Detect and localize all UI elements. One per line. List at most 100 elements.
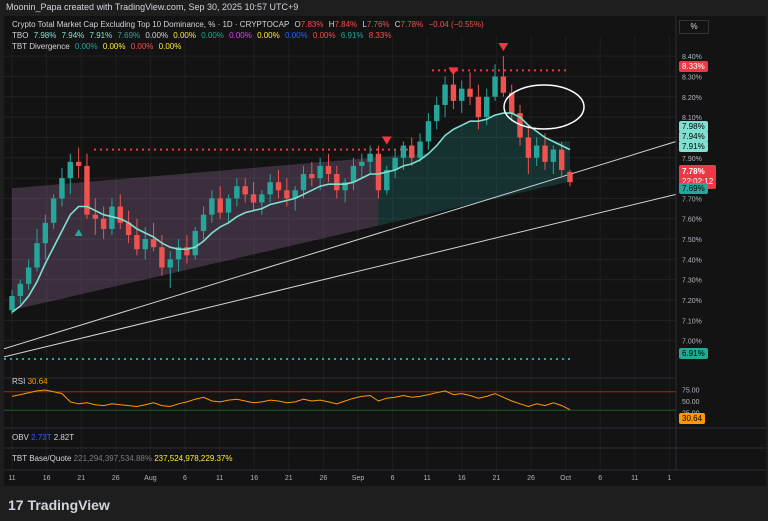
tbo-value-1: 7.98%: [33, 31, 57, 40]
attribution-text: Moonin_Papa created with TradingView.com…: [6, 2, 299, 12]
tbo-tag-c: 7.91%: [679, 141, 708, 152]
candle-body: [492, 76, 498, 97]
legend-divergence[interactable]: TBT Divergence 0.00% 0.00% 0.00% 0.00%: [12, 42, 184, 51]
candle-body: [50, 198, 57, 223]
candle-body: [225, 198, 232, 213]
time-axis-label: 21: [493, 475, 501, 482]
candle-body: [392, 157, 398, 170]
candle-body: [42, 222, 49, 244]
tbo-value-7: 0.00%: [201, 31, 224, 40]
candle-body: [350, 165, 357, 183]
obv-value-2: 2.82T: [53, 433, 75, 442]
legend-ohlc: Crypto Total Market Cap Excluding Top 10…: [12, 20, 487, 29]
price-axis-label: 7.00%: [682, 339, 702, 346]
time-axis-label: 1: [667, 475, 671, 482]
rsi-axis-label: 50.00: [682, 399, 700, 406]
price-tag-countdown: 22:02:12: [682, 177, 714, 186]
legend-title: Crypto Total Market Cap Excluding Top 10…: [12, 20, 290, 29]
level-tag-green-bottom: 6.91%: [679, 348, 708, 359]
candle-body: [17, 283, 24, 296]
legend-l-value: 7.76%: [366, 20, 390, 29]
chart-area[interactable]: 8.40%8.30%8.20%8.10%8.00%7.90%7.80%7.70%…: [3, 16, 766, 486]
candle-body: [558, 149, 565, 170]
rsi-legend[interactable]: RSI 30.64: [12, 377, 48, 386]
tbt-value-1: 221,294,397,534.88%: [73, 454, 152, 463]
tbt-label: TBT Base/Quote: [12, 454, 72, 463]
sell-signal-marker: [381, 136, 392, 145]
time-axis-label: 16: [250, 475, 258, 482]
candle-body: [117, 206, 123, 223]
candle-body: [400, 145, 407, 158]
sell-signal-marker: [498, 43, 509, 52]
price-chart[interactable]: 8.40%8.30%8.20%8.10%8.00%7.90%7.80%7.70%…: [3, 16, 766, 486]
tbo-tag-b: 7.94%: [679, 131, 708, 142]
candle-body: [259, 194, 265, 203]
legend-l-label: L: [362, 20, 367, 29]
tradingview-logo[interactable]: 17 TradingView: [8, 497, 110, 513]
candle-body: [200, 214, 207, 231]
footer: [0, 490, 768, 521]
candle-body: [342, 182, 348, 191]
time-axis-label: 11: [8, 475, 15, 482]
obv-legend[interactable]: OBV 2.73T 2.82T: [12, 433, 74, 442]
rsi-line: [11, 389, 571, 411]
legend-tbo[interactable]: TBO 7.98% 7.94% 7.91% 7.69% 0.00% 0.00% …: [12, 31, 394, 40]
obv-value-1: 2.73T: [31, 433, 52, 442]
div-value-2: 0.00%: [102, 42, 126, 51]
time-axis-label: 11: [424, 475, 431, 482]
candle-body: [209, 198, 215, 215]
candle-body: [417, 141, 423, 158]
trendline-upper: [3, 141, 677, 350]
legend-change: −0.04 (−0.55%): [428, 20, 484, 29]
candle-body: [284, 190, 290, 199]
legend-o-label: O: [294, 20, 301, 29]
tbo-value-11: 0.00%: [312, 31, 336, 40]
time-axis-label: 6: [183, 475, 187, 482]
candle-body: [425, 121, 432, 142]
candle-body: [325, 165, 332, 175]
legend-c-label: C: [394, 20, 401, 29]
time-axis-label: 16: [458, 475, 466, 482]
time-axis-label: 26: [320, 475, 328, 482]
cloud-band-bullish: [378, 113, 570, 226]
candle-body: [309, 174, 315, 179]
sell-signal-marker: [448, 67, 459, 76]
candle-body: [375, 153, 382, 191]
candle-body: [434, 104, 440, 122]
price-axis-label: 7.40%: [682, 257, 702, 264]
legend-div-label: TBT Divergence: [12, 42, 70, 51]
tradingview-logo-text: TradingView: [27, 497, 110, 513]
tbo-value-4: 7.69%: [117, 31, 141, 40]
div-value-3: 0.00%: [130, 42, 154, 51]
time-axis-label: 21: [285, 475, 293, 482]
candle-body: [9, 295, 15, 311]
percent-scale-button[interactable]: %: [679, 20, 709, 34]
candle-body: [508, 92, 515, 114]
candle-body: [467, 88, 473, 97]
price-axis-label: 7.50%: [682, 237, 702, 244]
trendline-lower: [3, 193, 677, 358]
time-axis-label: Aug: [144, 475, 157, 482]
candle-body: [192, 230, 198, 256]
candle-body: [184, 247, 190, 256]
price-tag-value: 7.78%: [682, 167, 705, 176]
candle-body: [450, 84, 457, 101]
legend-c-value: 7.78%: [400, 20, 424, 29]
tbt-legend[interactable]: TBT Base/Quote 221,294,397,534.88% 237,5…: [12, 454, 233, 463]
candle-body: [67, 161, 74, 179]
candle-body: [267, 182, 273, 195]
rsi-label: RSI: [12, 377, 26, 386]
price-axis-label: 7.30%: [682, 278, 702, 285]
candle-body: [542, 145, 548, 162]
price-axis-label: 7.60%: [682, 217, 702, 224]
obv-label: OBV: [12, 433, 29, 442]
tbo-fast-line: [11, 112, 571, 313]
candle-body: [175, 247, 182, 260]
legend-h-label: H: [328, 20, 335, 29]
candle-body: [125, 222, 132, 235]
price-axis-label: 8.30%: [682, 74, 702, 81]
candle-body: [367, 153, 373, 162]
candle-body: [292, 190, 298, 199]
tradingview-logo-icon: 17: [8, 497, 24, 513]
